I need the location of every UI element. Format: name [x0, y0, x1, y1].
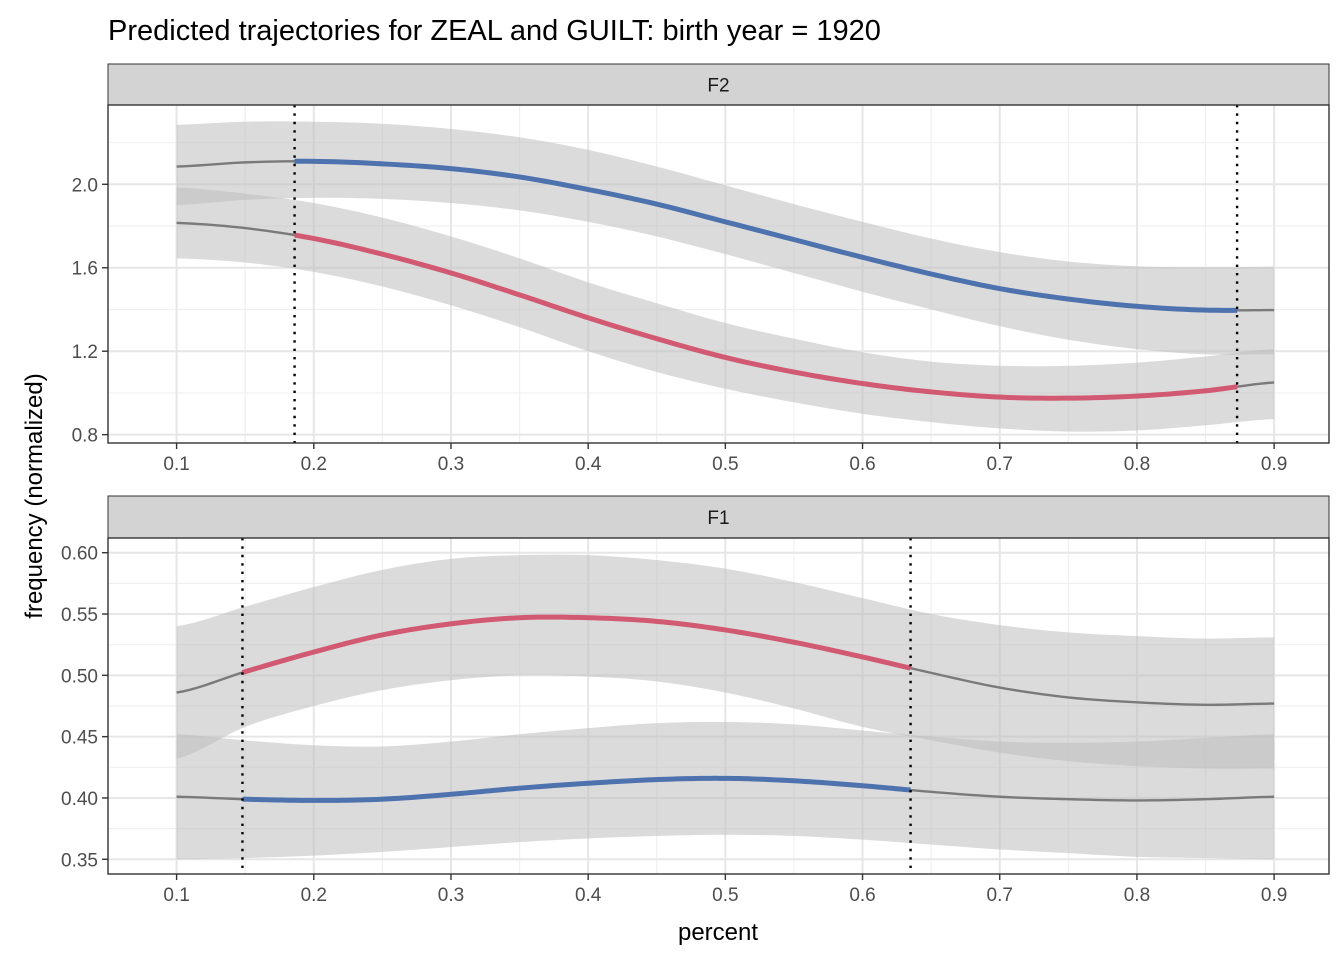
panel-F1: F1 0.1 0.2 0.3 0.4 0.5 0.6 0.7 0.8 0.9 0.35 0.40 0.4…	[61, 495, 1330, 906]
confidence-ribbon-blue	[176, 721, 1275, 860]
y-tick-label: 0.8	[72, 426, 98, 447]
confidence-ribbon-red	[176, 554, 1275, 769]
y-tick-label: 0.45	[61, 728, 98, 749]
facet-strip	[107, 63, 1330, 106]
panel-border	[107, 537, 1330, 875]
panel-F2: F2 0.1 0.2 0.3 0.4 0.5 0.6 0.7 0.8 0.9 0.8 1.2 1.6 2.…	[72, 63, 1330, 475]
x-tick-label: 0.3	[438, 454, 464, 475]
trajectory-highlight-blue	[294, 158, 1238, 313]
x-tick-label: 0.2	[301, 885, 327, 906]
facet-strip	[107, 495, 1330, 539]
y-tick-label: 0.60	[61, 544, 98, 565]
y-tick-label: 1.6	[72, 259, 98, 280]
panels-layer: F2 0.1 0.2 0.3 0.4 0.5 0.6 0.7 0.8 0.9 0.8 1.2 1.6 2.…	[61, 63, 1330, 906]
y-tick-label: 0.50	[61, 666, 98, 687]
panel-border	[107, 104, 1330, 444]
y-tick-label: 0.55	[61, 605, 98, 626]
confidence-ribbon-red	[176, 187, 1275, 432]
x-tick-label: 0.5	[712, 885, 738, 906]
x-tick-label: 0.6	[849, 454, 875, 475]
x-tick-label: 0.8	[1124, 885, 1150, 906]
x-tick-label: 0.1	[163, 454, 189, 475]
trajectory-highlight-red	[241, 614, 912, 675]
y-tick-label: 2.0	[72, 175, 98, 196]
x-tick-label: 0.6	[849, 885, 875, 906]
x-tick-label: 0.8	[1124, 454, 1150, 475]
x-tick-label: 0.9	[1261, 885, 1287, 906]
facet-strip-label: F2	[707, 76, 729, 97]
x-tick-label: 0.9	[1261, 454, 1287, 475]
x-tick-label: 0.1	[163, 885, 189, 906]
y-tick-label: 1.2	[72, 342, 98, 363]
x-tick-label: 0.4	[575, 454, 602, 475]
facet-strip-label: F1	[707, 508, 729, 529]
y-tick-label: 0.40	[61, 789, 98, 810]
x-tick-label: 0.2	[301, 454, 327, 475]
x-tick-label: 0.4	[575, 885, 602, 906]
x-tick-label: 0.5	[712, 454, 738, 475]
chart-title: Predicted trajectories for ZEAL and GUIL…	[108, 15, 881, 47]
x-tick-label: 0.7	[987, 885, 1013, 906]
confidence-ribbon-blue	[176, 121, 1275, 355]
y-tick-label: 0.35	[61, 850, 98, 871]
trajectory-highlight-blue	[242, 775, 911, 803]
x-axis-label: percent	[678, 919, 758, 946]
y-axis-label: frequency (normalized)	[21, 373, 48, 618]
x-tick-label: 0.3	[438, 885, 464, 906]
x-tick-label: 0.7	[987, 454, 1013, 475]
trajectory-highlight-red	[294, 232, 1238, 401]
